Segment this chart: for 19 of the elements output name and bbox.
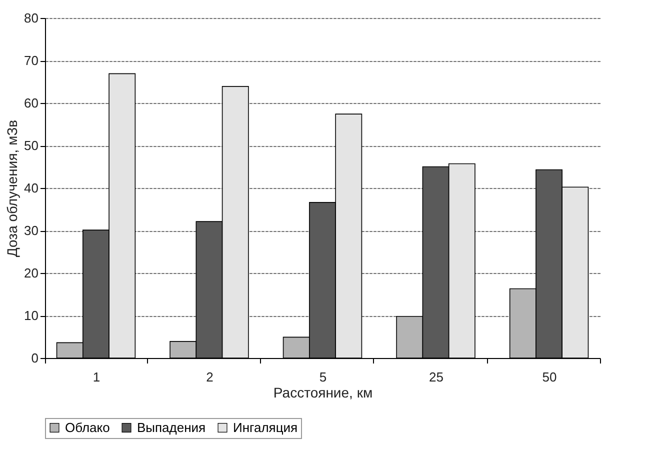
y-tick-label: 50: [24, 138, 38, 153]
y-tick-label: 10: [24, 308, 38, 323]
x-tick-label: 25: [429, 370, 444, 384]
x-tick-label: 5: [319, 370, 327, 384]
legend-label: Ингаляция: [233, 420, 298, 435]
legend-label: Облако: [65, 420, 110, 435]
y-axis-title: Доза облучения, мЗв: [4, 120, 20, 258]
y-tick-label: 40: [24, 180, 38, 196]
x-axis-title: Расстояние, км: [273, 384, 373, 400]
y-tick-label: 60: [24, 96, 38, 110]
y-tick-label: 20: [24, 266, 38, 280]
legend-label: Выпадения: [137, 420, 206, 435]
y-tick-label: 0: [31, 350, 38, 366]
y-tick-label: 30: [24, 223, 38, 238]
x-tick-label: 50: [542, 370, 557, 384]
x-tick-label: 1: [92, 370, 100, 384]
y-tick-label: 70: [24, 53, 38, 68]
x-tick-label: 2: [206, 370, 214, 384]
y-tick-label: 80: [24, 10, 38, 26]
